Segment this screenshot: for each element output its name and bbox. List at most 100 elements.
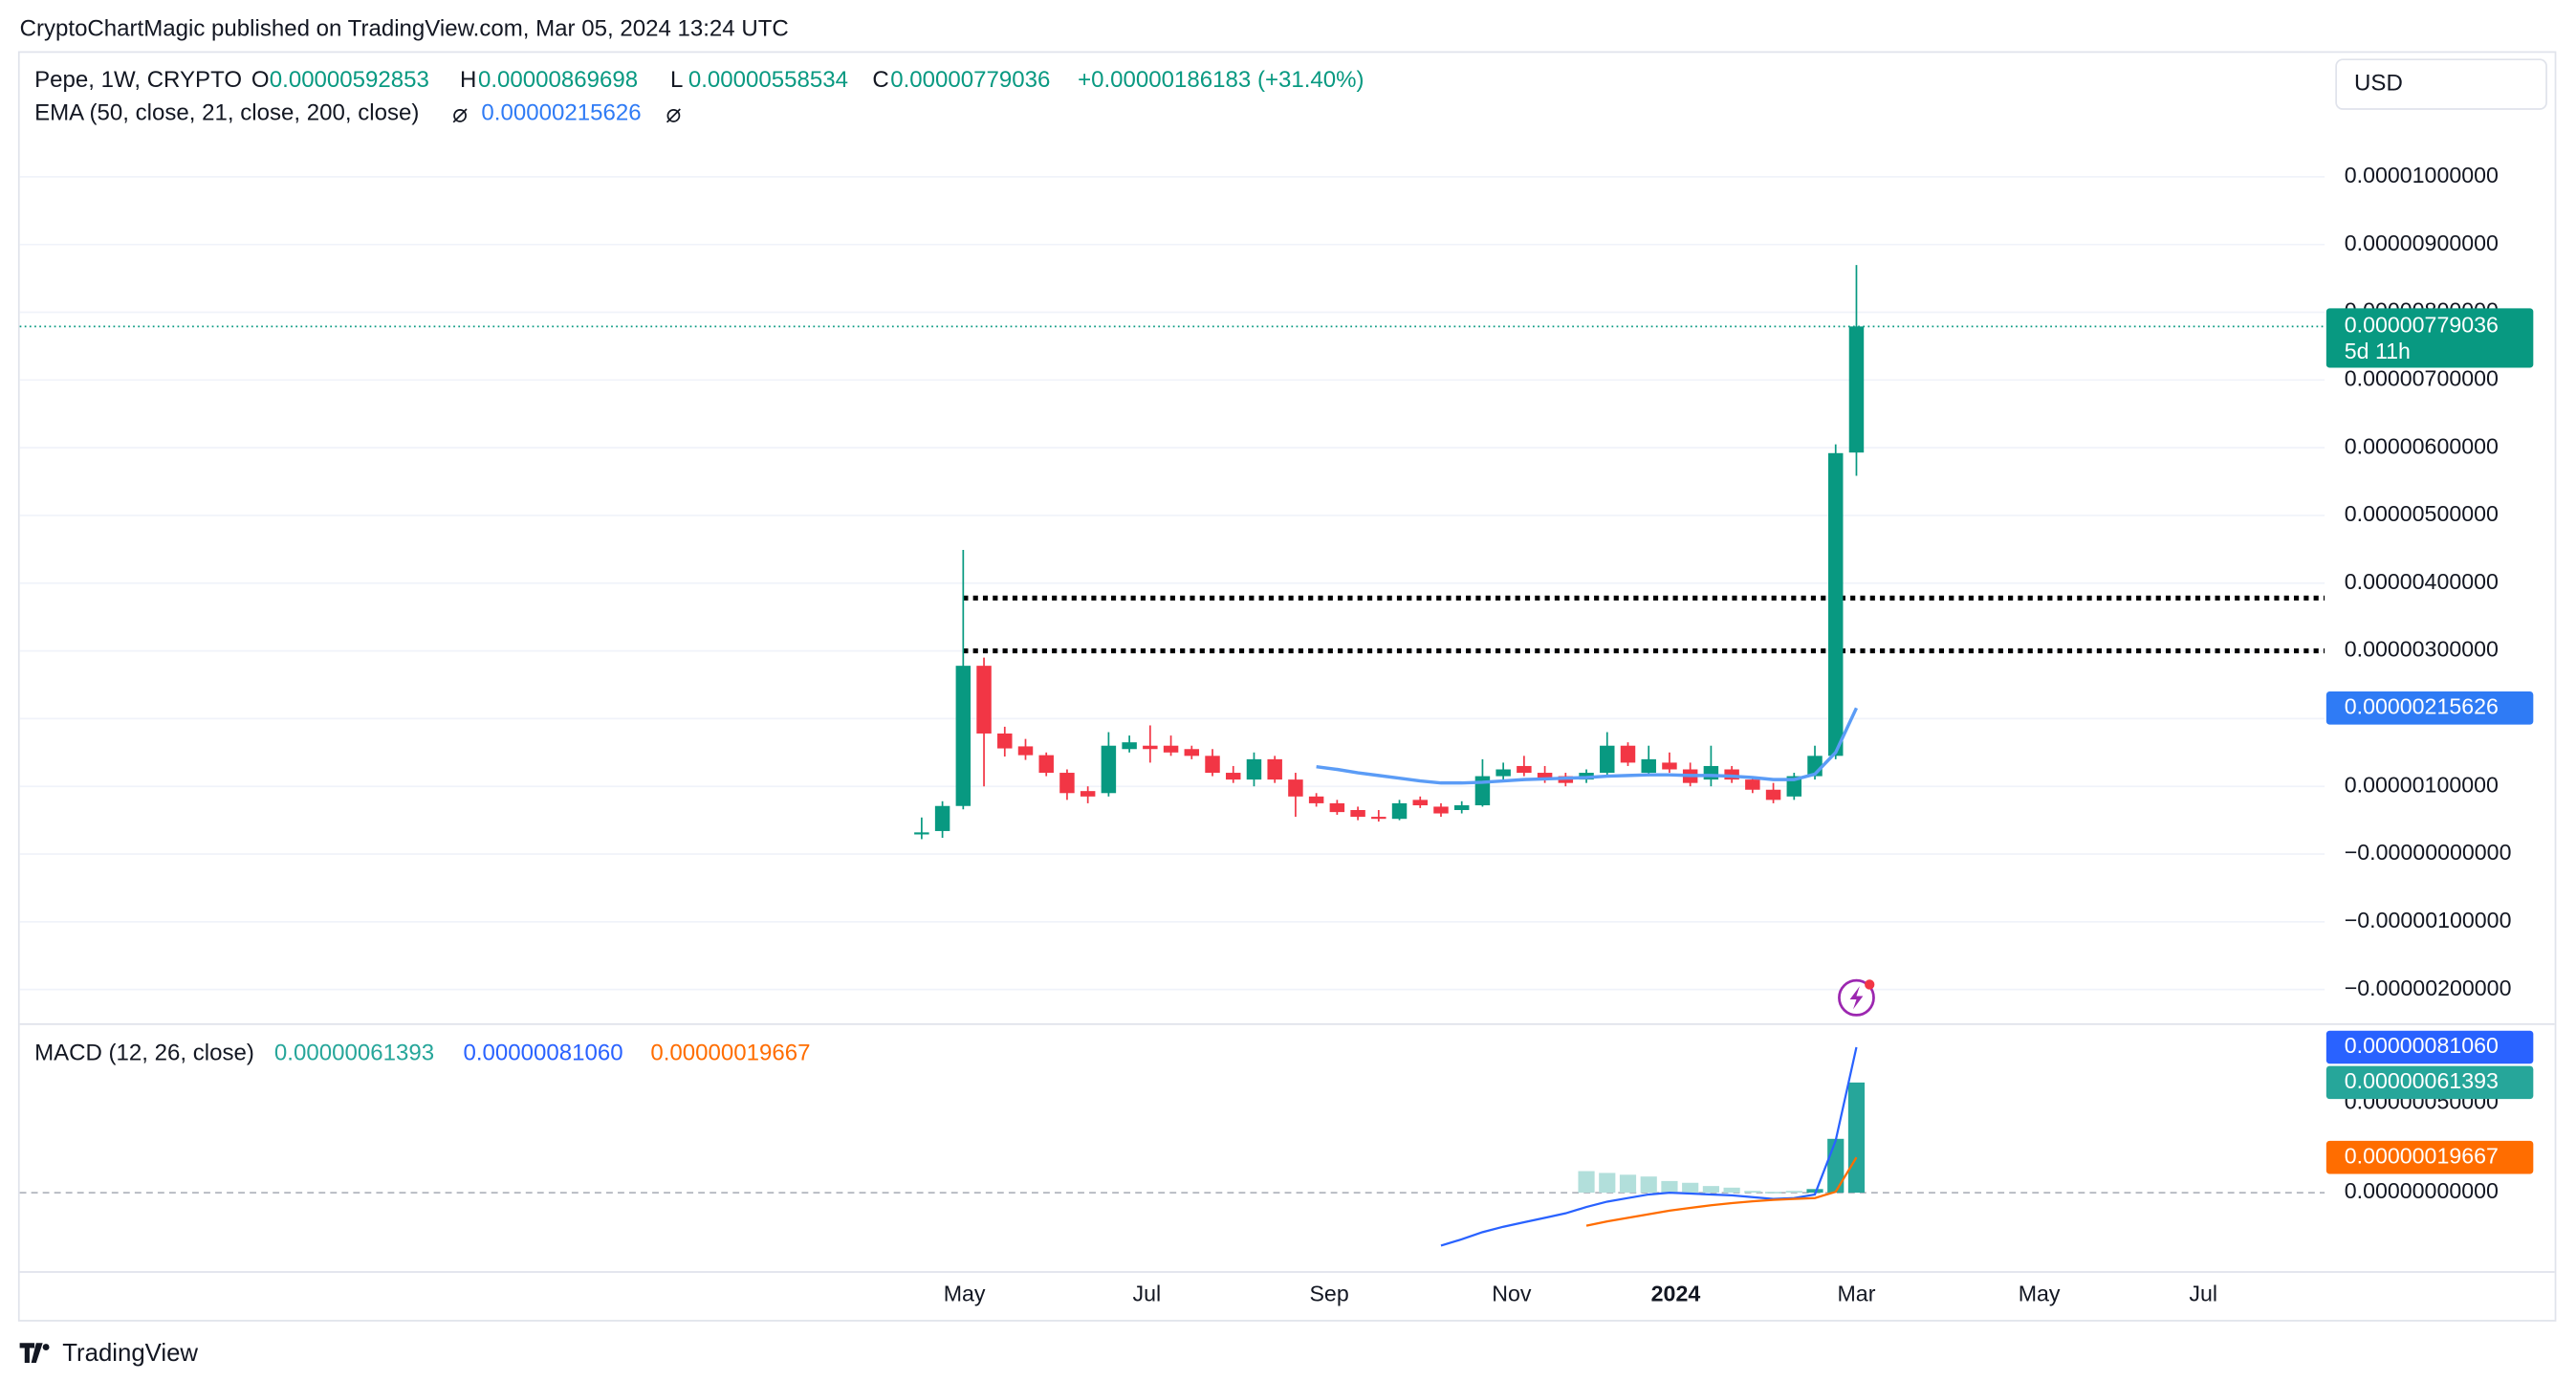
y-tick-label: −0.00000000000 — [2345, 840, 2512, 865]
candle-body — [1495, 769, 1511, 777]
candle-body — [1828, 452, 1844, 756]
macd-name: MACD (12, 26, close) — [34, 1040, 254, 1065]
y-tick-label: 0.00000900000 — [2345, 230, 2499, 255]
candle-body — [976, 666, 992, 734]
x-tick-label: May — [2019, 1281, 2061, 1305]
ohlc-value: 0.00000558534 — [688, 67, 848, 93]
brand-logo — [19, 1343, 50, 1363]
histogram-bar — [1578, 1171, 1595, 1194]
currency[interactable]: USD — [2354, 70, 2403, 96]
signal-badge — [2325, 1140, 2534, 1174]
candle-body — [1724, 769, 1739, 780]
ohlc-value: 0.00000779036 — [890, 67, 1050, 93]
visibility-icon — [666, 109, 681, 122]
histogram-bar — [1847, 1082, 1866, 1194]
macd-value: 0.00000081060 — [464, 1040, 623, 1065]
x-tick-label: Mar — [1837, 1281, 1875, 1305]
ohlc-key: L — [670, 67, 683, 93]
visibility-icon — [452, 108, 468, 123]
candle-body — [1412, 800, 1428, 806]
ohlc-key: O — [251, 67, 270, 93]
candle-body — [1017, 746, 1034, 756]
signal-value: 0.00000019667 — [650, 1040, 810, 1065]
histogram-bar — [1744, 1191, 1761, 1194]
candle-body — [1246, 758, 1262, 780]
candle-body — [1517, 765, 1532, 774]
candle-body — [1143, 745, 1158, 750]
ohlc-key: C — [872, 67, 888, 93]
x-tick-label: Jul — [2189, 1281, 2217, 1305]
candle-body — [1703, 765, 1719, 780]
candle-body — [955, 666, 971, 806]
ohlc-value: 0.00000592853 — [270, 67, 429, 93]
visibility-icon — [453, 109, 467, 122]
visibility-icon — [666, 108, 681, 123]
histogram-bar — [1827, 1138, 1845, 1194]
candle-body — [1288, 779, 1303, 797]
countdown: 5d 11h — [2345, 339, 2411, 363]
candle-body — [1600, 745, 1615, 774]
currency-button[interactable] — [2335, 58, 2547, 110]
ohlc-key: H — [460, 67, 476, 93]
y-tick-label: −0.00000100000 — [2345, 908, 2512, 932]
candle-body — [1745, 779, 1760, 790]
candle-body — [1122, 742, 1137, 750]
candle-body — [1641, 758, 1656, 774]
y-tick-label: 0.00000500000 — [2345, 501, 2499, 526]
ema-value-badge: 0.00000215626 — [2345, 693, 2499, 718]
alert-icon — [1838, 978, 1875, 1017]
candle-body — [1453, 805, 1470, 810]
candle-body — [1059, 773, 1075, 794]
candle-body — [1080, 791, 1096, 797]
candle-body — [1205, 756, 1220, 774]
ema-name: EMA (50, close, 21, close, 200, close) — [34, 100, 419, 126]
candle-body — [914, 832, 929, 835]
ema-value: 0.00000215626 — [481, 100, 641, 126]
macd-badge — [2325, 1030, 2534, 1064]
x-tick-label: May — [944, 1281, 986, 1305]
candle-body — [1537, 773, 1553, 778]
y-tick-label: 0.00001000000 — [2345, 163, 2499, 187]
signal-badge-label: 0.00000019667 — [2345, 1143, 2499, 1168]
candle-body — [1184, 749, 1200, 756]
y-tick-label: 0.00000700000 — [2345, 365, 2499, 390]
candle-body — [1433, 806, 1449, 814]
candle-body — [1350, 809, 1365, 818]
last-price-badge — [2325, 308, 2534, 368]
histogram-bar — [1682, 1182, 1699, 1194]
histogram-bar — [1723, 1187, 1740, 1194]
candle-body — [1620, 745, 1636, 763]
ohlc-value: 0.00000869698 — [478, 67, 638, 93]
candle-body — [1267, 758, 1282, 780]
candle-body — [1662, 762, 1677, 770]
candle-body — [1371, 817, 1386, 820]
histogram-bar — [1785, 1191, 1802, 1194]
histogram-bar — [1599, 1173, 1616, 1194]
candle-body — [1101, 745, 1117, 794]
symbol: Pepe, 1W, CRYPTO — [34, 67, 242, 93]
brand: TradingView — [62, 1340, 198, 1367]
histogram-bar — [1619, 1174, 1637, 1194]
candle-body — [1226, 773, 1241, 780]
y-tick-label: 0.00000600000 — [2345, 433, 2499, 458]
y-tick-label: −0.00000200000 — [2345, 975, 2512, 1000]
y-tick-label: 0.00000300000 — [2345, 637, 2499, 662]
y-tick-label: 0.00000000000 — [2345, 1178, 2499, 1203]
x-tick-label: Sep — [1309, 1281, 1348, 1305]
frame — [17, 51, 2557, 1322]
x-tick-label: Nov — [1492, 1281, 1532, 1305]
histogram-bar — [1661, 1180, 1678, 1194]
ema-line — [1316, 707, 1859, 785]
x-tick-label: 2024 — [1651, 1281, 1701, 1305]
candle-body — [997, 733, 1013, 749]
histogram-bar — [1764, 1192, 1782, 1194]
x-tick-label: Jul — [1133, 1281, 1162, 1305]
candle-body — [1329, 802, 1345, 813]
candle-body — [1163, 745, 1179, 753]
y-tick-label: 0.00000100000 — [2345, 772, 2499, 797]
histogram-bar — [1640, 1176, 1657, 1194]
histogram-badge — [2325, 1065, 2534, 1100]
candle-body — [1765, 789, 1781, 800]
published-line: CryptoChartMagic published on TradingVie… — [20, 15, 789, 41]
